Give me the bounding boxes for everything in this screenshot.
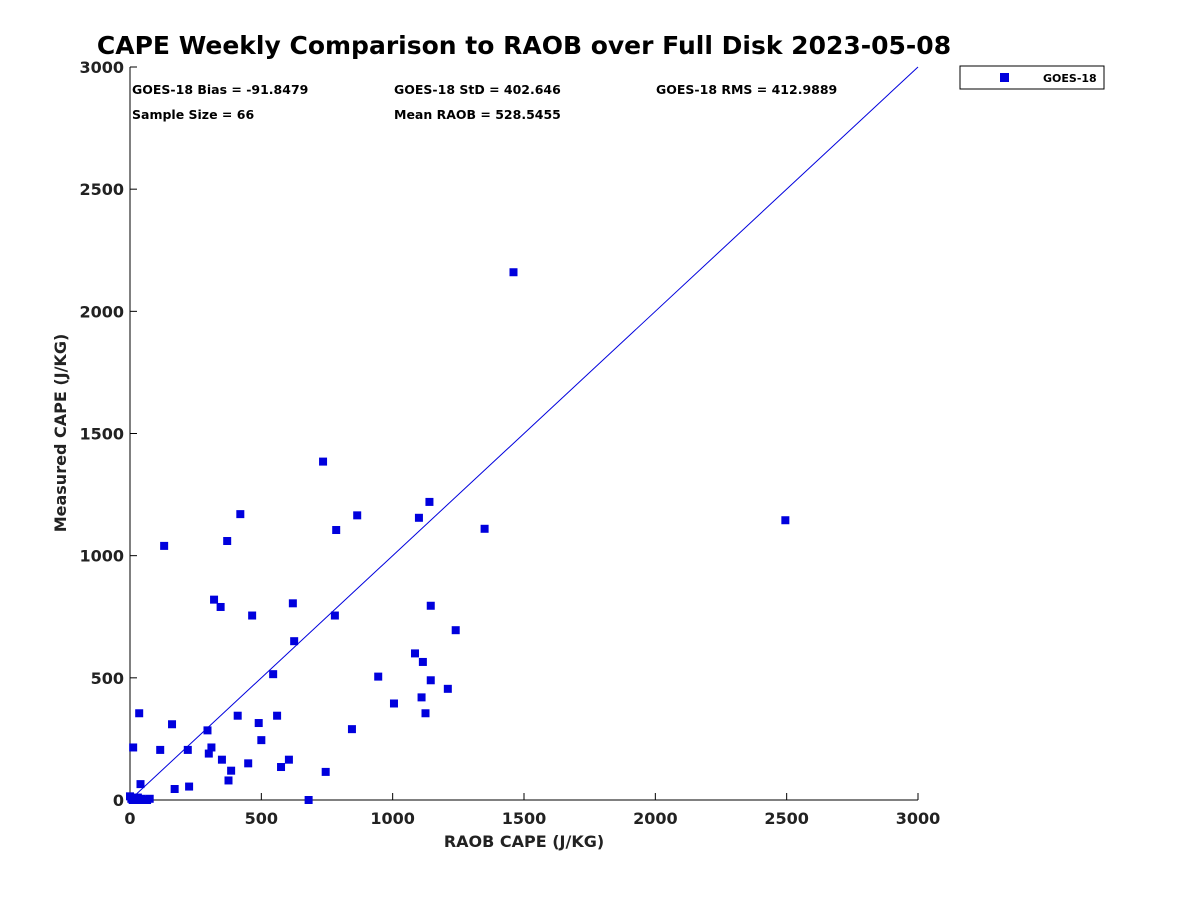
data-point <box>426 676 435 685</box>
one-to-one-line <box>129 66 919 801</box>
y-tick-label: 500 <box>91 669 124 688</box>
y-tick-label: 3000 <box>79 58 124 77</box>
legend-box <box>959 65 1105 90</box>
data-point <box>269 670 278 679</box>
data-point <box>156 745 165 754</box>
data-point <box>170 785 179 794</box>
data-point <box>443 684 452 693</box>
x-tick-label: 2000 <box>633 809 678 828</box>
data-point <box>319 457 328 466</box>
data-point <box>183 745 192 754</box>
data-point <box>223 537 232 546</box>
stats-annotations: GOES-18 Bias = -91.8479 GOES-18 StD = 40… <box>132 82 837 122</box>
data-point <box>217 755 226 764</box>
y-tick-label: 2500 <box>79 180 124 199</box>
data-point <box>248 611 257 620</box>
data-point <box>236 510 245 519</box>
data-point <box>417 693 426 702</box>
x-tick-label: 3000 <box>896 809 941 828</box>
data-point <box>509 268 518 277</box>
data-point <box>347 725 356 734</box>
x-tick-label: 1500 <box>502 809 547 828</box>
y-tick-label: 1500 <box>79 425 124 444</box>
legend: GOES-18 <box>959 65 1105 90</box>
data-point <box>421 709 430 718</box>
data-point <box>129 743 138 752</box>
data-point <box>233 711 242 720</box>
data-point <box>160 541 169 550</box>
chart-title: CAPE Weekly Comparison to RAOB over Full… <box>97 31 951 60</box>
data-point <box>203 726 212 735</box>
data-point <box>136 780 145 789</box>
data-point <box>480 524 489 533</box>
x-tick-label: 500 <box>245 809 278 828</box>
x-tick-label: 1000 <box>370 809 415 828</box>
data-point <box>168 720 177 729</box>
data-point <box>321 767 330 776</box>
x-ticks: 0 500 1000 1500 2000 2500 3000 <box>124 793 940 828</box>
x-tick-label: 2500 <box>764 809 809 828</box>
stat-std: GOES-18 StD = 402.646 <box>394 82 561 97</box>
data-point <box>425 497 434 506</box>
y-axis-label: Measured CAPE (J/KG) <box>51 334 70 533</box>
data-point <box>410 649 419 658</box>
y-tick-label: 0 <box>113 791 124 810</box>
y-tick-label: 1000 <box>79 547 124 566</box>
data-point <box>451 626 460 635</box>
data-point <box>781 516 790 525</box>
data-point <box>330 611 339 620</box>
y-ticks: 0 500 1000 1500 2000 2500 3000 <box>79 58 137 810</box>
data-point <box>216 602 225 611</box>
data-points <box>126 268 790 804</box>
data-point <box>204 749 213 758</box>
data-point <box>290 637 299 646</box>
stat-sample-size: Sample Size = 66 <box>132 107 254 122</box>
data-point <box>254 719 263 728</box>
data-point <box>210 595 219 604</box>
data-point <box>244 759 253 768</box>
data-point <box>389 699 398 708</box>
stat-bias: GOES-18 Bias = -91.8479 <box>132 82 308 97</box>
legend-marker <box>1000 73 1009 82</box>
y-tick-label: 2000 <box>79 302 124 321</box>
data-point <box>414 513 423 522</box>
data-point <box>224 776 233 785</box>
data-point <box>374 672 383 681</box>
data-point <box>288 599 297 608</box>
data-point <box>135 709 144 718</box>
data-point <box>277 763 286 772</box>
x-tick-label: 0 <box>124 809 135 828</box>
stat-mean-raob: Mean RAOB = 528.5455 <box>394 107 561 122</box>
data-point <box>418 657 427 666</box>
data-point <box>273 711 282 720</box>
data-point <box>284 755 293 764</box>
data-point <box>257 736 266 745</box>
data-point <box>353 511 362 520</box>
data-point <box>185 782 194 791</box>
x-axis-label: RAOB CAPE (J/KG) <box>444 832 604 851</box>
data-point <box>304 796 313 804</box>
data-point <box>227 766 236 775</box>
data-point <box>207 743 216 752</box>
data-point <box>426 601 435 610</box>
data-point <box>332 526 341 535</box>
legend-label: GOES-18 <box>1043 72 1097 85</box>
stat-rms: GOES-18 RMS = 412.9889 <box>656 82 837 97</box>
data-point <box>145 794 154 803</box>
